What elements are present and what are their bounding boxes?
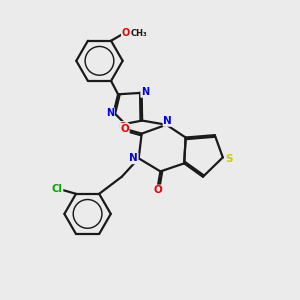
Text: O: O: [154, 185, 162, 195]
Text: O: O: [120, 124, 129, 134]
Text: O: O: [119, 122, 127, 132]
Text: CH₃: CH₃: [131, 28, 148, 38]
Text: N: N: [106, 108, 114, 118]
Text: O: O: [122, 28, 130, 38]
Text: Cl: Cl: [52, 184, 62, 194]
Text: N: N: [164, 116, 172, 126]
Text: N: N: [129, 153, 138, 163]
Text: N: N: [141, 87, 149, 97]
Text: S: S: [225, 154, 232, 164]
